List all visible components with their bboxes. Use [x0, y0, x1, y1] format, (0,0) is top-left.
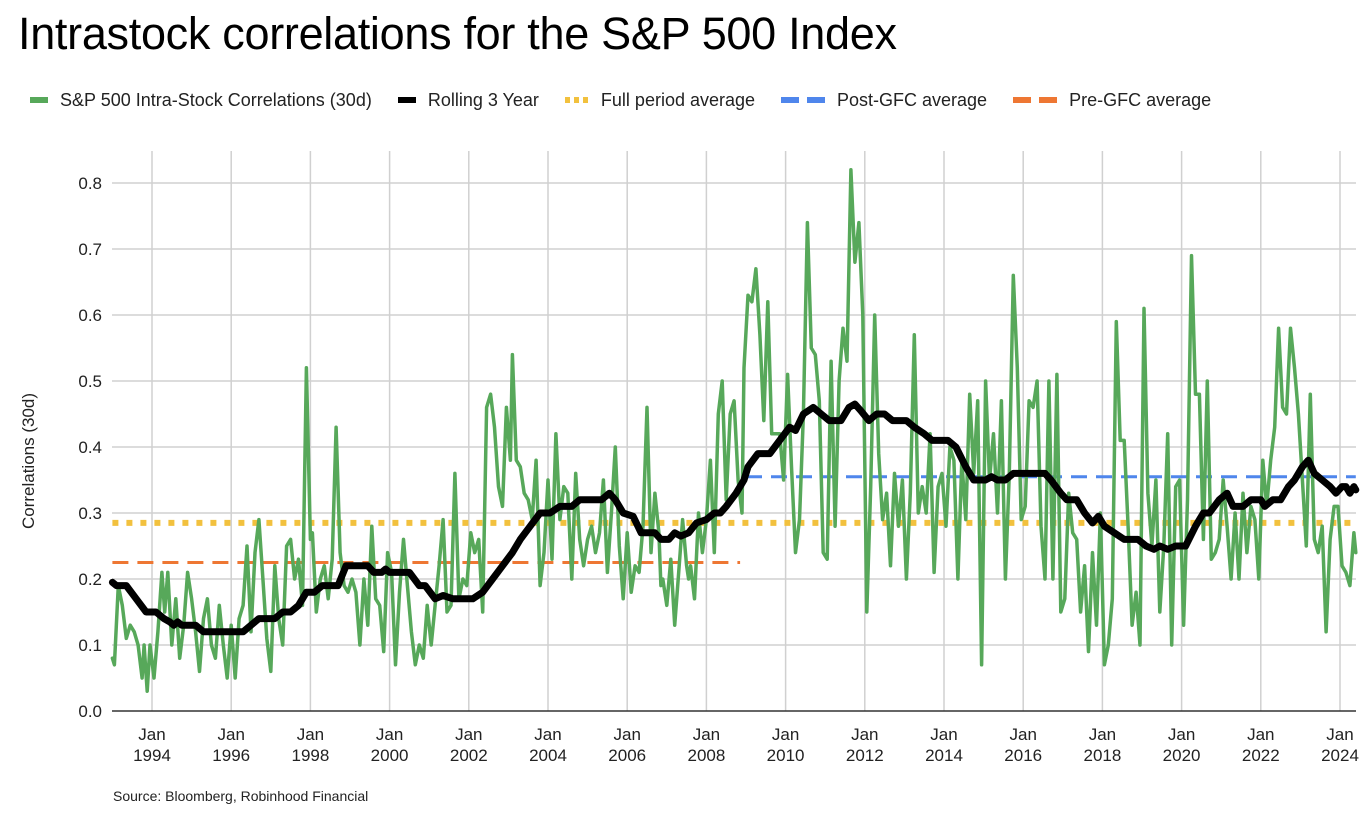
y-axis-ticks: 0.0 0.1 0.2 0.3 0.4 0.5 0.6 0.7 0.8: [78, 174, 102, 721]
x-tick-label: Jan 2018: [1083, 725, 1121, 765]
legend-label: Rolling 3 Year: [427, 89, 539, 110]
x-tick-month: Jan: [455, 725, 482, 744]
series-layer: [108, 168, 1360, 693]
x-tick-label: Jan 1996: [212, 725, 250, 765]
x-tick-label: Jan 1994: [133, 725, 171, 765]
x-tick-month: Jan: [1326, 725, 1353, 744]
series-line-rolling-3-year: [108, 400, 1360, 636]
x-tick-month: Jan: [930, 725, 957, 744]
x-tick-label: Jan 2012: [846, 725, 884, 765]
x-tick-label: Jan 2006: [608, 725, 646, 765]
x-tick-label: Jan 2000: [371, 725, 409, 765]
legend-item-intrastock[interactable]: S&P 500 Intra-Stock Correlations (30d): [30, 90, 372, 111]
x-tick-label: Jan 2004: [529, 725, 567, 765]
x-tick-label: Jan 2020: [1163, 725, 1201, 765]
x-tick-month: Jan: [138, 725, 165, 744]
x-tick-year: 2020: [1163, 746, 1201, 765]
x-tick-label: Jan 2008: [687, 725, 725, 765]
x-tick-year: 2002: [450, 746, 488, 765]
x-tick-month: Jan: [851, 725, 878, 744]
legend-swatch-full-avg: [564, 97, 589, 103]
legend-label: Post-GFC average: [837, 89, 988, 110]
x-tick-year: 2022: [1242, 746, 1280, 765]
x-tick-year: 2010: [767, 746, 805, 765]
y-tick-label: 0.1: [78, 636, 102, 655]
x-tick-label: Jan 2024: [1321, 725, 1359, 765]
x-tick-month: Jan: [217, 725, 244, 744]
legend-item-rolling-3-year[interactable]: Rolling 3 Year: [397, 89, 539, 111]
chart-title: Intrastock correlations for the S&P 500 …: [18, 8, 897, 59]
x-tick-year: 2012: [846, 746, 884, 765]
x-tick-month: Jan: [613, 725, 640, 744]
x-tick-month: Jan: [1168, 725, 1195, 744]
series-line-intrastock: [110, 168, 1358, 693]
legend-swatch-intrastock: [30, 97, 48, 103]
legend-label: Full period average: [600, 89, 756, 110]
y-tick-label: 0.7: [78, 240, 102, 259]
x-tick-year: 2000: [371, 746, 409, 765]
x-tick-month: Jan: [693, 725, 720, 744]
legend-swatch-pre-gfc: [1013, 97, 1058, 103]
x-tick-year: 2016: [1004, 746, 1042, 765]
chart-legend: S&P 500 Intra-Stock Correlations (30d) R…: [30, 88, 1211, 112]
legend-item-post-gfc-average[interactable]: Post-GFC average: [781, 90, 987, 111]
y-axis-title: Correlations (30d): [19, 393, 38, 529]
y-tick-label: 0.4: [78, 438, 102, 457]
x-tick-month: Jan: [376, 725, 403, 744]
x-tick-label: Jan 1998: [291, 725, 329, 765]
x-tick-year: 2024: [1321, 746, 1359, 765]
y-tick-label: 0.0: [78, 702, 102, 721]
x-tick-label: Jan 2016: [1004, 725, 1042, 765]
x-tick-month: Jan: [297, 725, 324, 744]
x-tick-year: 2018: [1083, 746, 1121, 765]
x-tick-year: 1996: [212, 746, 250, 765]
y-tick-label: 0.3: [78, 504, 102, 523]
x-tick-year: 2006: [608, 746, 646, 765]
x-tick-label: Jan 2022: [1242, 725, 1280, 765]
x-tick-year: 1998: [291, 746, 329, 765]
x-tick-month: Jan: [1009, 725, 1036, 744]
x-tick-year: 2014: [925, 746, 963, 765]
legend-swatch-post-gfc: [781, 97, 826, 103]
x-tick-year: 2008: [687, 746, 725, 765]
y-tick-label: 0.8: [78, 174, 102, 193]
x-tick-year: 2004: [529, 746, 567, 765]
legend-label: Pre-GFC average: [1069, 89, 1212, 110]
x-tick-label: Jan 2014: [925, 725, 963, 765]
legend-item-full-period-average[interactable]: Full period average: [564, 89, 756, 111]
x-tick-year: 1994: [133, 746, 171, 765]
x-tick-month: Jan: [1089, 725, 1116, 744]
x-tick-label: Jan 2010: [767, 725, 805, 765]
source-note: Source: Bloomberg, Robinhood Financial: [113, 788, 369, 804]
y-tick-label: 0.5: [78, 372, 102, 391]
legend-label: S&P 500 Intra-Stock Correlations (30d): [60, 89, 372, 110]
x-tick-month: Jan: [772, 725, 799, 744]
x-tick-month: Jan: [534, 725, 561, 744]
legend-swatch-rolling: [397, 97, 416, 103]
y-tick-label: 0.2: [78, 570, 102, 589]
legend-item-pre-gfc-average[interactable]: Pre-GFC average: [1013, 90, 1211, 111]
x-tick-label: Jan 2002: [450, 725, 488, 765]
x-axis-ticks: Jan 1994 Jan 1996 Jan 1998 Jan 2000 Jan 2002 Jan 20…: [133, 725, 1359, 765]
y-tick-label: 0.6: [78, 306, 102, 325]
x-tick-month: Jan: [1247, 725, 1274, 744]
